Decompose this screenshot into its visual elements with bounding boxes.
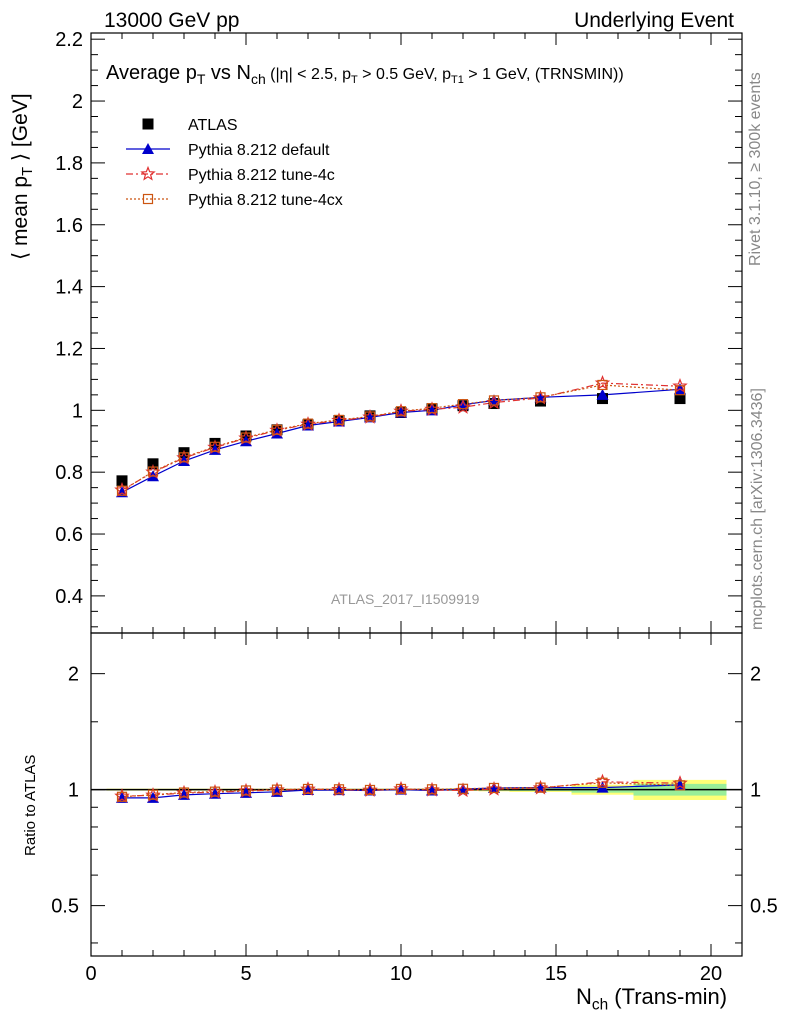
y-tick-label: 0.6 <box>55 524 83 546</box>
marker-tune4cx <box>395 406 407 417</box>
marker-data <box>116 475 128 487</box>
marker-tune4cx <box>209 786 221 797</box>
marker-tune4cx <box>535 782 546 793</box>
legend-label-tune4c: Pythia 8.212 tune-4c <box>188 167 335 184</box>
y-tick-label: 1.6 <box>55 215 83 237</box>
ratio-y-tick-label-left: 0.5 <box>51 896 79 918</box>
marker-tune4cx <box>457 399 469 410</box>
ratio-y-tick-label-right: 0.5 <box>750 896 778 918</box>
y-tick-label: 1.2 <box>55 338 83 360</box>
ratio-y-tick-label-right: 2 <box>750 664 761 686</box>
marker-tune4cx <box>147 789 159 800</box>
legend-marker-data <box>142 118 154 130</box>
analysis-watermark: ATLAS_2017_I1509919 <box>331 591 480 607</box>
marker-tune4cx <box>271 424 283 435</box>
marker-tune4cx <box>364 784 376 796</box>
marker-tune4c <box>672 378 688 393</box>
y-axis-label: ⟨ mean pT ⟩ [GeV] <box>9 93 37 260</box>
rivet-version-label: Rivet 3.1.10, ≥ 300k events <box>747 72 764 266</box>
legend-label-default: Pythia 8.212 default <box>188 142 330 159</box>
y-tick-label: 0.4 <box>55 586 83 608</box>
ratio-frame <box>90 632 743 957</box>
series-line-tune4c <box>121 382 681 491</box>
y-tick-label: 1.4 <box>55 277 83 299</box>
marker-tune4cx <box>426 784 438 795</box>
marker-tune4cx <box>364 411 376 422</box>
marker-tune4cx <box>674 780 686 791</box>
marker-tune4cx <box>395 783 407 795</box>
series-line-default <box>122 784 681 799</box>
marker-tune4cx <box>116 791 128 802</box>
header-left: 13000 GeV pp <box>104 9 240 32</box>
marker-tune4cx <box>209 441 221 452</box>
marker-default <box>457 398 469 410</box>
marker-tune4cx <box>597 777 608 788</box>
marker-tune4cx <box>116 485 128 496</box>
marker-tune4cx <box>240 432 252 443</box>
marker-data <box>674 393 686 405</box>
x-tick-label: 10 <box>390 963 412 985</box>
x-tick-label: 5 <box>240 963 251 985</box>
y-tick-label: 2.2 <box>55 29 83 51</box>
marker-tune4cx <box>457 783 469 794</box>
marker-tune4cx <box>597 379 608 391</box>
x-tick-label: 20 <box>700 963 722 985</box>
marker-data <box>147 458 159 470</box>
marker-tune4cx <box>333 784 345 795</box>
marker-tune4cx <box>302 418 314 429</box>
marker-tune4cx <box>488 395 500 406</box>
marker-tune4cx <box>271 784 283 795</box>
series-line-tune4cx <box>121 782 681 798</box>
mcplots-credit-label: mcplots.cern.ch [arXiv:1306.3436] <box>749 388 766 630</box>
marker-tune4cx <box>302 783 314 795</box>
marker-data <box>209 437 221 449</box>
marker-default <box>596 388 609 400</box>
marker-tune4cx <box>147 466 159 477</box>
ratio-y-tick-label-left: 2 <box>68 664 79 686</box>
marker-tune4cx <box>426 403 438 414</box>
x-axis-label: Nch (Trans-min) <box>576 984 728 1014</box>
marker-tune4cx <box>674 385 686 396</box>
legend-label-data: ATLAS <box>188 117 238 134</box>
marker-tune4cx <box>333 414 345 426</box>
y-tick-label: 2 <box>72 91 83 113</box>
marker-tune4cx <box>240 785 252 796</box>
legend-marker-default <box>142 143 154 154</box>
ratio-y-tick-label-right: 1 <box>750 780 761 802</box>
ratio-axis-label: Ratio to ATLAS <box>22 754 39 856</box>
marker-tune4cx <box>535 392 546 403</box>
legend-marker-tune4cx <box>142 193 154 205</box>
legend-label-tune4cx: Pythia 8.212 tune-4cx <box>188 192 343 209</box>
marker-tune4cx <box>178 787 190 798</box>
plot-title: Average pT vs Nch (|η| < 2.5, pT > 0.5 G… <box>106 62 624 87</box>
y-tick-label: 1 <box>72 400 83 422</box>
main-panel: 0.4 0.6 0.8 1 1.2 1.4 1.6 1.8 2 2.2 ATLAS Pythia 8.… <box>55 29 743 956</box>
y-tick-label: 1.8 <box>55 153 83 175</box>
header-right: Underlying Event <box>574 9 734 32</box>
x-tick-label: 0 <box>85 963 96 985</box>
legend-marker-tune4c <box>140 165 156 181</box>
x-tick-label: 15 <box>545 963 567 985</box>
marker-tune4cx <box>178 452 190 463</box>
series-line-tune4cx <box>121 384 681 492</box>
marker-tune4cx <box>488 782 500 794</box>
y-tick-label: 0.8 <box>55 462 83 484</box>
ratio-y-tick-label-left: 1 <box>68 780 79 802</box>
ratio-panel: 0 5 10 15 20 0.5 0.5 1 1 2 2 <box>51 632 778 985</box>
